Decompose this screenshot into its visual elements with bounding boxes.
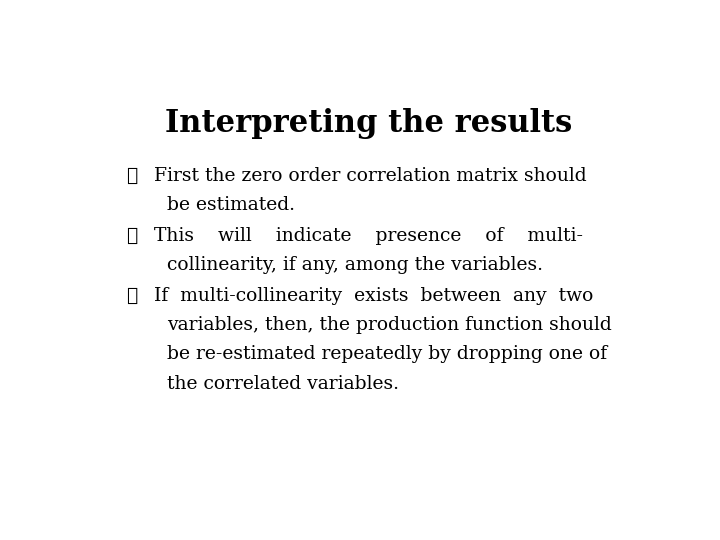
Text: ❖: ❖ bbox=[126, 227, 138, 245]
Text: be re-estimated repeatedly by dropping one of: be re-estimated repeatedly by dropping o… bbox=[167, 346, 607, 363]
Text: the correlated variables.: the correlated variables. bbox=[167, 375, 399, 393]
Text: This    will    indicate    presence    of    multi-: This will indicate presence of multi- bbox=[154, 227, 583, 245]
Text: If  multi-collinearity  exists  between  any  two: If multi-collinearity exists between any… bbox=[154, 287, 593, 305]
Text: Interpreting the results: Interpreting the results bbox=[166, 109, 572, 139]
Text: First the zero order correlation matrix should: First the zero order correlation matrix … bbox=[154, 167, 587, 185]
Text: ❖: ❖ bbox=[126, 167, 138, 185]
Text: be estimated.: be estimated. bbox=[167, 196, 295, 214]
Text: ❖: ❖ bbox=[126, 287, 138, 305]
Text: variables, then, the production function should: variables, then, the production function… bbox=[167, 316, 612, 334]
Text: collinearity, if any, among the variables.: collinearity, if any, among the variable… bbox=[167, 256, 543, 274]
